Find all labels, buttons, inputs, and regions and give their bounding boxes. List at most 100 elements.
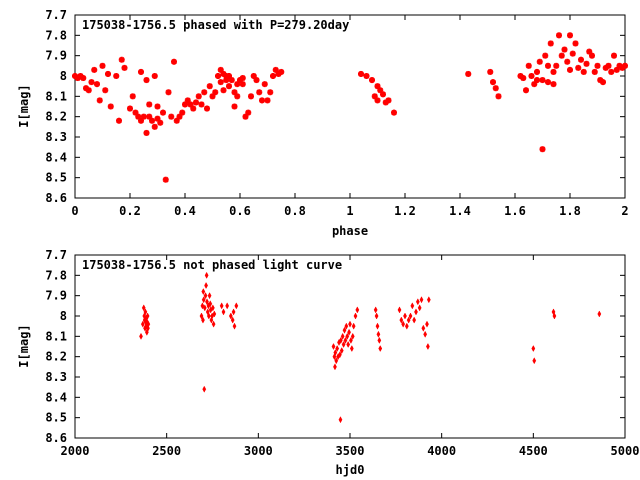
data-point bbox=[564, 58, 571, 65]
phased-x-tick-label: 1.4 bbox=[449, 204, 471, 218]
unphased-y-tick-label: 7.8 bbox=[45, 268, 67, 282]
phased-y-axis-label: I[mag] bbox=[17, 84, 31, 127]
data-point bbox=[168, 113, 175, 120]
data-point bbox=[201, 288, 206, 296]
data-point bbox=[611, 52, 617, 59]
data-point bbox=[567, 66, 573, 73]
data-point bbox=[465, 70, 472, 77]
phased-x-axis-label: phase bbox=[332, 224, 368, 238]
data-point bbox=[146, 324, 150, 332]
data-point bbox=[378, 345, 383, 353]
data-point bbox=[331, 342, 336, 351]
data-point bbox=[594, 62, 601, 69]
phased-chart-title: 175038-1756.5 phased with P=279.20day bbox=[82, 18, 349, 32]
data-point bbox=[397, 306, 402, 314]
data-point bbox=[341, 340, 346, 348]
data-point bbox=[127, 105, 133, 112]
unphased-y-axis-label: I[mag] bbox=[17, 324, 31, 367]
unphased-y-tick-label: 8.1 bbox=[45, 329, 67, 343]
data-point bbox=[220, 87, 227, 94]
data-point bbox=[495, 93, 502, 100]
data-point bbox=[198, 101, 205, 108]
data-point bbox=[270, 73, 276, 79]
data-point bbox=[116, 117, 122, 124]
data-point bbox=[552, 312, 557, 320]
data-point bbox=[547, 40, 554, 47]
data-point bbox=[539, 77, 546, 84]
phased-y-tick-label: 8.3 bbox=[45, 130, 67, 144]
data-point bbox=[199, 312, 204, 320]
unphased-y-tick-label: 8.5 bbox=[45, 411, 67, 425]
data-point bbox=[226, 83, 232, 90]
data-point bbox=[165, 89, 172, 96]
unphased-x-tick-label: 4000 bbox=[427, 444, 456, 458]
data-point bbox=[335, 345, 340, 353]
phased-light-curve-panel: 175038-1756.5 phased with P=279.20day ph… bbox=[17, 8, 629, 238]
data-point bbox=[200, 302, 205, 310]
data-point bbox=[583, 60, 590, 67]
data-point bbox=[140, 113, 147, 120]
data-point bbox=[215, 73, 221, 79]
phased-y-tick-label: 7.8 bbox=[45, 28, 67, 42]
data-point bbox=[230, 316, 235, 324]
data-point bbox=[278, 68, 285, 75]
phased-x-tick-label: 1.2 bbox=[394, 204, 416, 218]
unphased-y-tick-label: 8.3 bbox=[45, 370, 67, 384]
data-point bbox=[355, 306, 360, 314]
data-point bbox=[245, 109, 252, 116]
data-point bbox=[264, 97, 271, 104]
phased-y-tick-label: 8.4 bbox=[45, 150, 67, 164]
unphased-x-tick-label: 3000 bbox=[244, 444, 273, 458]
phased-x-tick-label: 2 bbox=[621, 204, 628, 218]
data-point bbox=[171, 58, 177, 65]
data-point bbox=[380, 91, 386, 98]
data-point bbox=[350, 332, 355, 340]
data-point bbox=[536, 58, 543, 65]
unphased-chart-title: 175038-1756.5 not phased light curve bbox=[82, 258, 342, 272]
data-point bbox=[338, 351, 342, 359]
data-point bbox=[146, 320, 151, 328]
data-point bbox=[404, 322, 409, 330]
data-point bbox=[375, 322, 380, 330]
data-point bbox=[201, 316, 205, 324]
data-point bbox=[193, 99, 199, 106]
data-point bbox=[401, 320, 406, 328]
data-point bbox=[334, 357, 339, 365]
unphased-x-tick-label: 2000 bbox=[61, 444, 90, 458]
data-point bbox=[160, 109, 166, 116]
data-point bbox=[99, 62, 106, 69]
data-point bbox=[202, 385, 207, 393]
unphased-y-tick-label: 7.7 bbox=[45, 248, 67, 262]
phased-y-tick-label: 8.5 bbox=[45, 171, 67, 185]
unphased-x-tick-label: 4500 bbox=[519, 444, 548, 458]
data-point bbox=[545, 79, 551, 86]
data-point bbox=[212, 89, 219, 96]
data-point bbox=[403, 312, 407, 320]
phased-x-tick-label: 0.6 bbox=[229, 204, 251, 218]
data-point bbox=[138, 68, 144, 75]
data-point bbox=[369, 77, 375, 84]
data-point bbox=[261, 81, 268, 88]
data-point bbox=[217, 79, 224, 86]
unphased-x-axis-label: hjd0 bbox=[336, 463, 365, 477]
phased-x-tick-label: 1.6 bbox=[504, 204, 526, 218]
data-point bbox=[550, 68, 557, 75]
data-point bbox=[234, 93, 241, 100]
data-point bbox=[374, 312, 379, 320]
data-point bbox=[520, 75, 527, 82]
data-point bbox=[211, 320, 216, 328]
data-point bbox=[347, 328, 351, 336]
data-point bbox=[253, 77, 260, 84]
data-point bbox=[231, 308, 236, 316]
phased-y-tick-label: 8.2 bbox=[45, 110, 67, 124]
data-point bbox=[202, 304, 207, 312]
data-point bbox=[190, 105, 197, 112]
data-point bbox=[423, 330, 428, 338]
data-point bbox=[146, 101, 153, 108]
data-point bbox=[523, 87, 529, 94]
data-point bbox=[532, 357, 537, 365]
data-point bbox=[207, 292, 212, 300]
data-point bbox=[96, 97, 103, 104]
data-point bbox=[613, 66, 620, 73]
data-point bbox=[204, 105, 210, 112]
